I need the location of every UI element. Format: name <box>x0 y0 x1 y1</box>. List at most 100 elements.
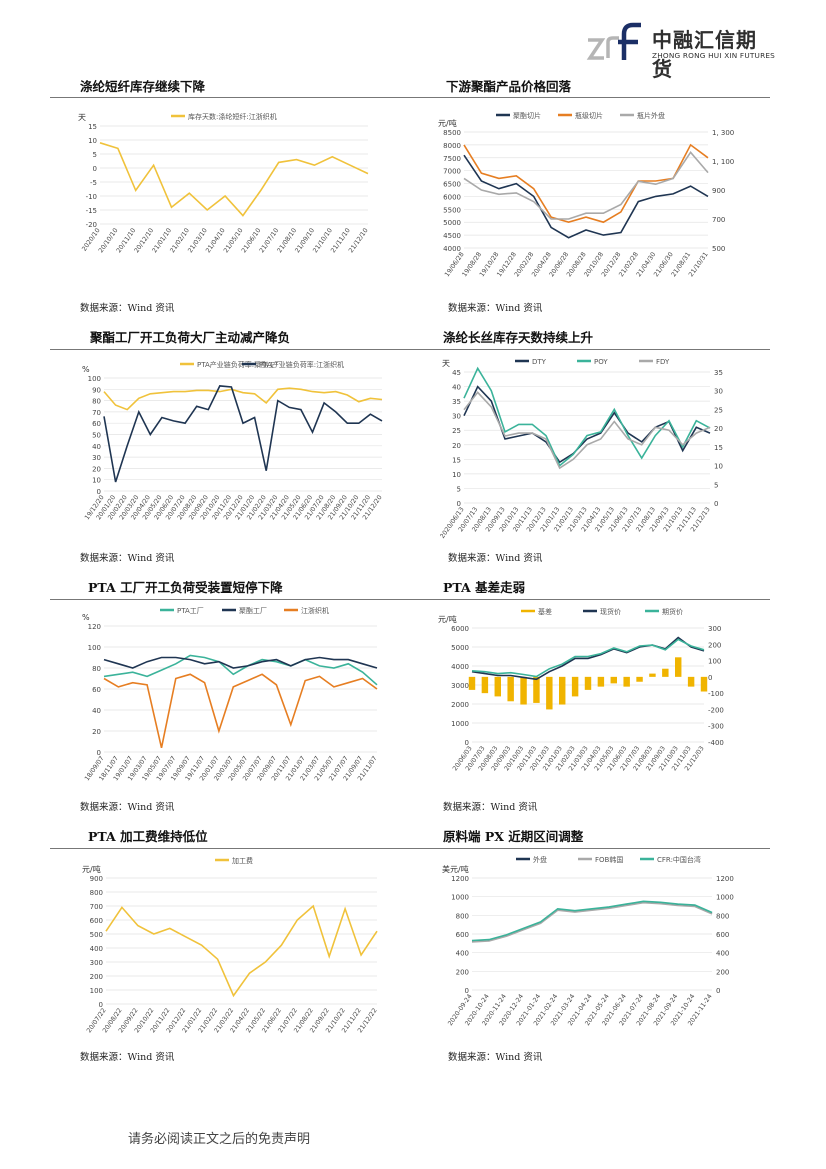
series-line <box>103 656 378 669</box>
basis-bar <box>494 676 501 697</box>
basis-bar <box>675 657 682 677</box>
y2-tick-label: 0 <box>708 674 712 682</box>
divider-3 <box>50 599 770 600</box>
y2-tick-label: -200 <box>708 706 724 714</box>
legend-label: POY <box>594 358 608 366</box>
basis-bar <box>520 676 527 705</box>
y-tick-label: 40 <box>92 707 101 715</box>
y-tick-label: 20 <box>92 465 101 473</box>
legend-label: 库存天数:涤纶短纤:江浙织机 <box>188 112 277 121</box>
y-tick-label: 10 <box>92 477 101 485</box>
y-tick-label: 4500 <box>443 232 461 240</box>
y-tick-label: 300 <box>90 959 103 967</box>
y2-tick-label: 1, 100 <box>712 158 734 166</box>
legend-label: 外盘 <box>533 855 547 864</box>
basis-bar <box>584 676 592 690</box>
y-tick-label: -5 <box>90 179 97 187</box>
basis-bar <box>623 676 630 687</box>
y-tick-label: 50 <box>92 432 101 440</box>
legend-label: PTA产业链负荷率:聚酯工厂 <box>197 360 282 369</box>
chart-6: 元/吨 6000 5000 4000 3000 2000 1000 0 300 200 100 0 -1… <box>436 606 766 790</box>
y-tick-label: 100 <box>90 987 103 995</box>
y2-tick-label: 0 <box>714 500 718 508</box>
basis-bar <box>571 676 579 697</box>
y-tick-label: 100 <box>88 375 101 383</box>
y-tick-label: 40 <box>92 443 101 451</box>
y-tick-label: 6000 <box>451 625 469 633</box>
legend-label: 瓶级切片 <box>575 112 603 120</box>
basis-bar <box>559 676 566 705</box>
y2-tick-label: -400 <box>708 739 724 747</box>
y-tick-label: -20 <box>86 221 97 229</box>
section-title-1: 涤纶短纤库存继续下降 <box>80 79 206 94</box>
series-line <box>463 143 709 224</box>
chart-7: 元/吨 900 800 700 600 500 400 300 200 100 0 20/07/22 2… <box>80 852 385 1040</box>
chart-svg: 元/吨900800700600500400300200100020/07/222… <box>82 856 379 1034</box>
series-line <box>103 654 378 686</box>
y-tick-label: 35 <box>452 398 461 406</box>
section-title-5: PTA 工厂开工负荷受装置短停下降 <box>88 580 283 595</box>
y-tick-label: 0 <box>93 165 97 173</box>
y2-tick-label: 10 <box>714 463 723 471</box>
series-line <box>99 142 369 217</box>
y-tick-label: 0 <box>97 749 101 757</box>
series-line <box>103 673 378 748</box>
basis-bar <box>597 676 605 687</box>
y-tick-label: 90 <box>92 386 101 394</box>
series-line <box>105 904 378 998</box>
source-note-3: 数据来源：Wind 资讯 <box>80 553 175 564</box>
y-tick-label: 5500 <box>443 206 461 214</box>
source-note-7: 数据来源：Wind 资讯 <box>80 1052 175 1063</box>
y-tick-label: 5 <box>457 485 461 493</box>
chart-3: % 100 90 80 70 60 50 40 30 20 10 0 19/12/20 20/01/20 2… <box>80 356 390 541</box>
y-tick-label: 10 <box>88 137 97 145</box>
y-tick-label: 0 <box>99 1001 103 1009</box>
series-line <box>103 385 383 483</box>
y-tick-label: 60 <box>92 420 101 428</box>
chart-svg: 美元/吨120010008006004002000120010008006004… <box>442 855 734 1027</box>
legend-label: 瓶片外盘 <box>637 112 665 120</box>
disclaimer-footer: 请务必阅读正文之后的免责声明 <box>128 1132 311 1147</box>
y2-tick-label: 900 <box>712 187 725 195</box>
y-tick-label: 15 <box>452 456 461 464</box>
y2-tick-label: 300 <box>708 625 721 633</box>
y-tick-label: 20 <box>92 728 101 736</box>
source-note-1: 数据来源：Wind 资讯 <box>80 303 175 314</box>
y-tick-label: 80 <box>92 665 101 673</box>
source-note-8: 数据来源：Wind 资讯 <box>448 1052 543 1063</box>
y-tick-label: 10 <box>452 471 461 479</box>
y-tick-label: 500 <box>90 931 103 939</box>
y-tick-label: 400 <box>90 945 103 953</box>
basis-bar <box>649 673 656 677</box>
y-tick-label: 4000 <box>443 245 461 253</box>
y-tick-label: 80 <box>92 398 101 406</box>
y-tick-label: 400 <box>456 950 469 958</box>
axis-unit-label: 美元/吨 <box>442 864 469 874</box>
y-tick-label: -15 <box>86 207 97 215</box>
y2-tick-label: 800 <box>716 912 729 920</box>
basis-bar <box>468 676 476 690</box>
basis-bar <box>533 676 540 703</box>
y-tick-label: 900 <box>90 875 103 883</box>
y2-tick-label: 30 <box>714 388 723 396</box>
y-tick-label: 2000 <box>451 701 469 709</box>
basis-bar <box>687 676 695 687</box>
y-tick-label: 25 <box>452 427 461 435</box>
y2-tick-label: 600 <box>716 931 729 939</box>
chart-svg: 元/吨60005000400030002000100003002001000-1… <box>438 607 724 772</box>
y-tick-label: 7500 <box>443 155 461 163</box>
y-tick-label: 100 <box>88 644 101 652</box>
chart-svg: %12010080604020018/09/0718/11/0719/01/07… <box>82 606 379 782</box>
axis-unit-label: 元/吨 <box>438 118 457 128</box>
y2-tick-label: 400 <box>716 950 729 958</box>
y-tick-label: 700 <box>90 903 103 911</box>
y-tick-label: 0 <box>97 488 101 496</box>
y2-tick-label: 5 <box>714 481 718 489</box>
chart-2: 元/吨 8500 8000 7500 7000 6500 6000 5500 5000 4500 4… <box>436 112 766 290</box>
y-tick-label: 30 <box>452 413 461 421</box>
series-line <box>471 901 713 943</box>
basis-bar <box>610 676 617 684</box>
chart-svg: %100908070605040302010019/12/2020/01/202… <box>82 360 384 521</box>
y-tick-label: 0 <box>465 739 469 747</box>
